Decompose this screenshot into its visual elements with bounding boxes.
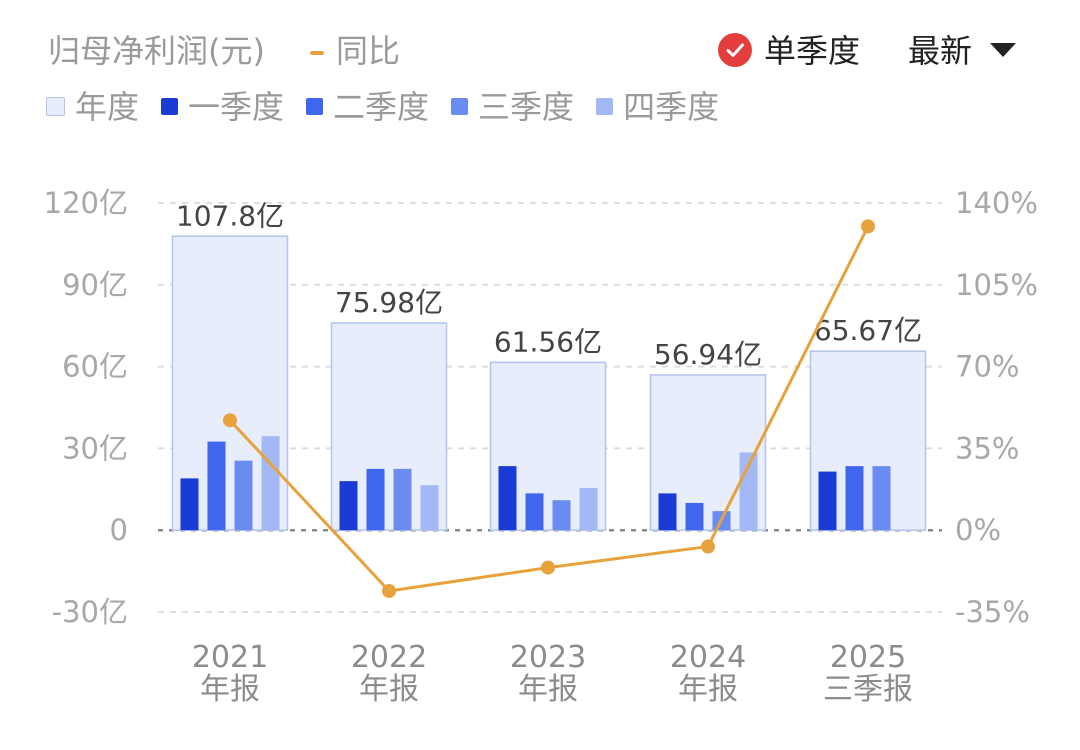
quarter-bar-q2 <box>525 493 544 531</box>
legend-label: 二季度 <box>333 88 430 126</box>
quarter-bar-q4 <box>420 485 439 531</box>
x-tick-year: 2023 <box>510 640 586 675</box>
x-tick-year: 2022 <box>351 640 427 675</box>
left-axis-tick: 90亿 <box>62 268 128 302</box>
legend-swatch <box>451 97 469 115</box>
bar-line-chart: 120亿 90亿 60亿 30亿 0 -30亿 140% 105% 70% 35% 0% -35% 10… <box>44 186 1038 707</box>
yoy-legend-label: 同比 <box>336 32 401 70</box>
x-tick-period: 年报 <box>359 672 419 707</box>
quarter-bar-q3 <box>552 500 571 531</box>
chart-header: 归母净利润(元) 同比 单季度 最新 年度 一季度 二季度 三季度 四季度 <box>0 0 1080 140</box>
quarter-bar-q1 <box>658 493 677 531</box>
latest-dropdown[interactable]: 最新 <box>908 26 1017 72</box>
legend-item-1[interactable]: 一季度 <box>161 82 284 128</box>
yoy-point <box>701 539 715 554</box>
legend-item-3[interactable]: 三季度 <box>451 82 574 128</box>
annual-bar-label: 61.56亿 <box>494 325 602 358</box>
quarter-bar-q4 <box>261 436 280 531</box>
legend-label: 年度 <box>75 88 140 126</box>
legend-item-0[interactable]: 年度 <box>46 82 139 128</box>
legend: 年度 一季度 二季度 三季度 四季度 <box>46 82 741 128</box>
quarter-bar-q1 <box>339 481 358 531</box>
left-axis-tick: 60亿 <box>62 350 128 384</box>
x-tick-period: 年报 <box>518 672 578 707</box>
latest-label: 最新 <box>908 32 973 70</box>
caret-down-icon <box>990 43 1017 57</box>
quarter-bar-q2 <box>845 466 864 531</box>
quarter-bar-q1 <box>818 471 837 531</box>
right-axis-tick: 70% <box>955 350 1019 384</box>
legend-label: 三季度 <box>478 88 575 126</box>
quarter-bar-q2 <box>366 468 385 531</box>
left-axis-tick: 30亿 <box>62 431 128 465</box>
annual-bar-label: 75.98亿 <box>335 286 443 319</box>
left-axis-tick: 0 <box>110 513 128 547</box>
legend-item-4[interactable]: 四季度 <box>596 82 719 128</box>
legend-item-2[interactable]: 二季度 <box>306 82 429 128</box>
left-axis-tick: 120亿 <box>44 186 128 220</box>
right-axis-tick: 35% <box>955 431 1019 465</box>
legend-swatch <box>596 97 614 115</box>
chart-title: 归母净利润(元) <box>48 32 265 70</box>
quarter-bar-q3 <box>393 468 412 531</box>
check-icon <box>718 33 752 67</box>
x-tick-year: 2021 <box>192 640 268 675</box>
quarter-bar-q3 <box>872 466 891 531</box>
right-axis-tick: 140% <box>955 186 1038 220</box>
x-tick-period: 年报 <box>678 672 738 707</box>
annual-bar-label: 107.8亿 <box>176 199 284 232</box>
single-quarter-toggle[interactable]: 单季度 <box>718 26 860 72</box>
x-tick-year: 2025 <box>830 640 906 675</box>
yoy-point <box>861 219 875 234</box>
annual-bar-label: 56.94亿 <box>654 338 762 371</box>
quarter-bar-q1 <box>498 466 517 531</box>
annual-bar-label: 65.67亿 <box>814 314 922 347</box>
legend-swatch <box>46 96 65 116</box>
right-axis-tick: 0% <box>955 513 1001 547</box>
yoy-line-icon <box>310 51 324 55</box>
right-axis-tick: 105% <box>955 268 1038 302</box>
quarter-bar-q4 <box>579 487 598 531</box>
legend-label: 一季度 <box>188 88 285 126</box>
single-quarter-label: 单季度 <box>764 32 861 70</box>
quarter-bar-q3 <box>234 460 253 531</box>
left-axis-tick: -30亿 <box>52 595 128 629</box>
yoy-legend[interactable]: 同比 <box>310 26 400 72</box>
quarter-bar-q1 <box>180 478 199 531</box>
right-axis-tick: -35% <box>955 595 1030 629</box>
yoy-point <box>382 583 396 598</box>
x-tick-period: 年报 <box>200 672 260 707</box>
yoy-point <box>541 560 555 575</box>
legend-swatch <box>161 97 179 115</box>
quarter-bar-q2 <box>207 441 226 531</box>
yoy-point <box>223 413 237 428</box>
legend-label: 四季度 <box>623 88 720 126</box>
x-tick-period: 三季报 <box>823 672 913 707</box>
legend-swatch <box>306 97 324 115</box>
x-tick-year: 2024 <box>670 640 746 675</box>
quarter-bar-q2 <box>685 502 704 531</box>
